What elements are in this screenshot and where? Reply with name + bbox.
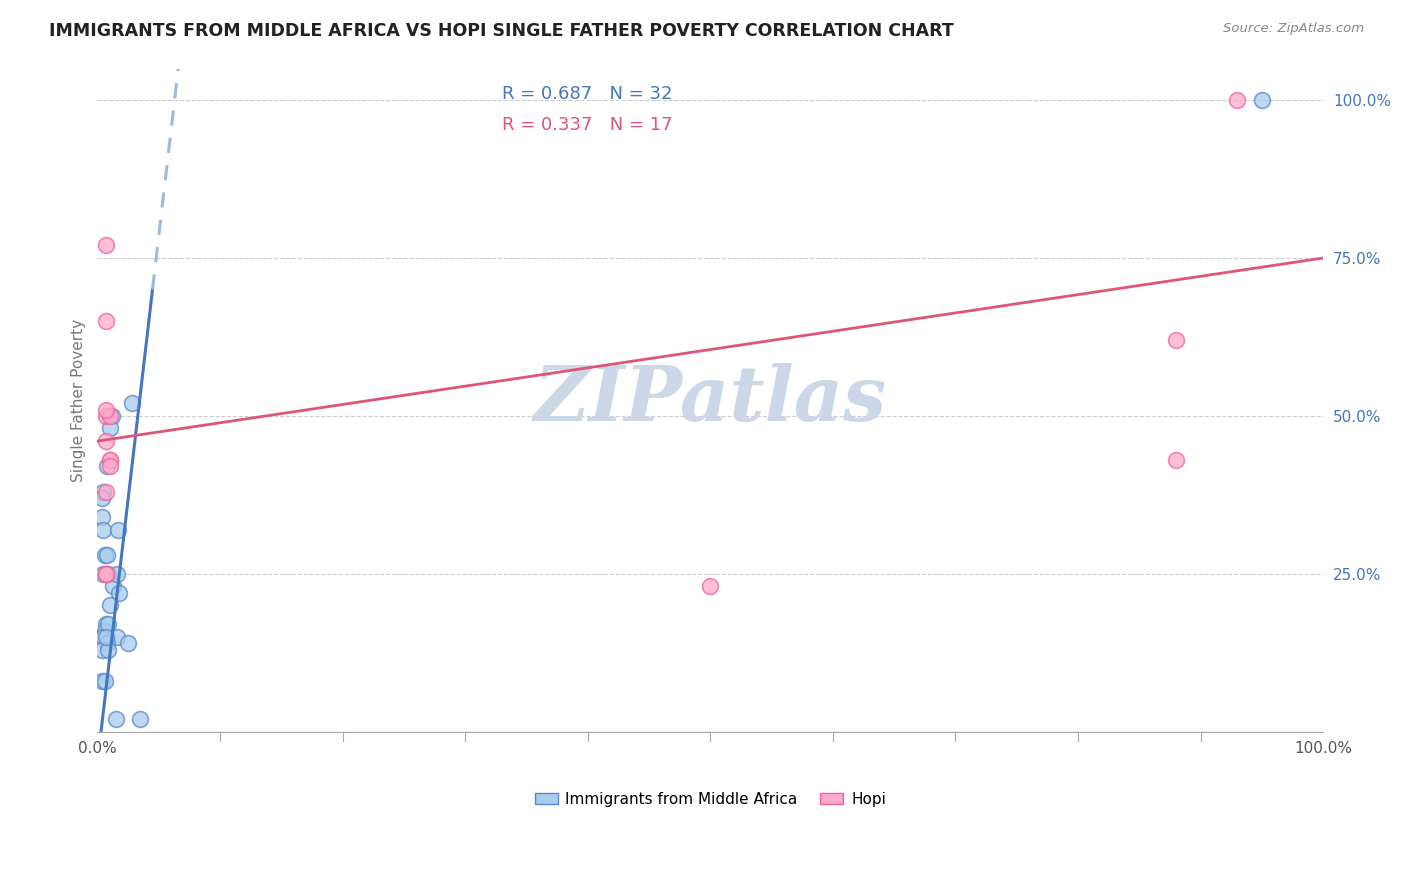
Point <box>1166 453 1188 467</box>
Point <box>97 642 120 657</box>
Point <box>93 548 115 562</box>
Point <box>105 566 128 581</box>
Text: IMMIGRANTS FROM MIDDLE AFRICA VS HOPI SINGLE FATHER POVERTY CORRELATION CHART: IMMIGRANTS FROM MIDDLE AFRICA VS HOPI SI… <box>49 22 953 40</box>
Point <box>98 421 121 435</box>
Point <box>94 409 117 423</box>
Point <box>101 409 124 423</box>
Point <box>98 453 121 467</box>
Point <box>121 396 143 410</box>
Legend: Immigrants from Middle Africa, Hopi: Immigrants from Middle Africa, Hopi <box>529 786 891 813</box>
Point <box>1251 93 1274 107</box>
Point <box>97 566 120 581</box>
Point <box>96 459 118 474</box>
Point <box>94 566 117 581</box>
Point <box>94 402 117 417</box>
Point <box>98 409 121 423</box>
Point <box>93 484 115 499</box>
Point <box>91 509 114 524</box>
Point <box>96 548 118 562</box>
Point <box>94 630 117 644</box>
Point <box>129 712 152 726</box>
Point <box>94 566 117 581</box>
Point <box>699 579 721 593</box>
Point <box>108 585 131 599</box>
Text: ZIPatlas: ZIPatlas <box>534 363 887 437</box>
Point <box>97 617 120 632</box>
Point <box>104 712 127 726</box>
Text: R = 0.337   N = 17: R = 0.337 N = 17 <box>502 116 672 135</box>
Point <box>105 630 128 644</box>
Point <box>103 579 125 593</box>
Point <box>93 624 115 638</box>
Point <box>1226 93 1249 107</box>
Y-axis label: Single Father Poverty: Single Father Poverty <box>72 318 86 482</box>
Point <box>1166 333 1188 347</box>
Text: R = 0.687   N = 32: R = 0.687 N = 32 <box>502 85 672 103</box>
Point <box>94 238 117 252</box>
Text: Source: ZipAtlas.com: Source: ZipAtlas.com <box>1223 22 1364 36</box>
Point <box>98 453 121 467</box>
Point <box>91 642 114 657</box>
Point <box>93 630 115 644</box>
Point <box>94 484 117 499</box>
Point <box>93 674 115 689</box>
Point <box>91 491 114 505</box>
Point <box>96 636 118 650</box>
Point <box>93 566 115 581</box>
Point <box>94 434 117 449</box>
Point <box>94 617 117 632</box>
Point <box>98 459 121 474</box>
Point <box>91 674 114 689</box>
Point <box>117 636 139 650</box>
Point <box>107 523 129 537</box>
Point <box>94 566 117 581</box>
Point <box>93 523 115 537</box>
Point <box>98 599 121 613</box>
Point <box>94 314 117 328</box>
